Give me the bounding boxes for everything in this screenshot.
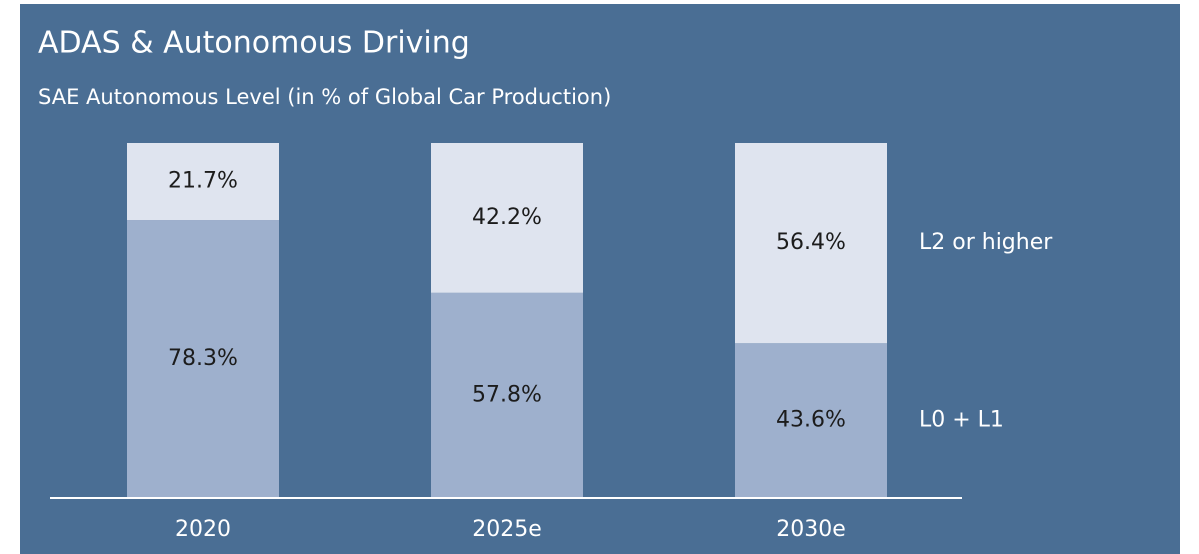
bar-segment <box>127 220 279 498</box>
legend-label: L2 or higher <box>919 230 1053 255</box>
data-label: 56.4% <box>776 230 846 255</box>
data-label: 43.6% <box>776 408 846 433</box>
bar-segment <box>431 143 583 293</box>
bar-segment <box>431 292 583 498</box>
legend-label: L0 + L1 <box>919 408 1004 433</box>
x-tick-label: 2020 <box>175 517 231 542</box>
data-label: 57.8% <box>472 382 542 407</box>
chart-subtitle: SAE Autonomous Level (in % of Global Car… <box>38 85 611 109</box>
data-label: 42.2% <box>472 205 542 230</box>
data-label: 21.7% <box>168 169 238 194</box>
bar-segment <box>735 343 887 498</box>
chart-title: ADAS & Autonomous Driving <box>38 26 470 61</box>
bar-segment <box>735 143 887 344</box>
x-tick-label: 2025e <box>472 517 542 542</box>
bar-segment <box>127 143 279 221</box>
data-label: 78.3% <box>168 346 238 371</box>
x-tick-label: 2030e <box>776 517 846 542</box>
